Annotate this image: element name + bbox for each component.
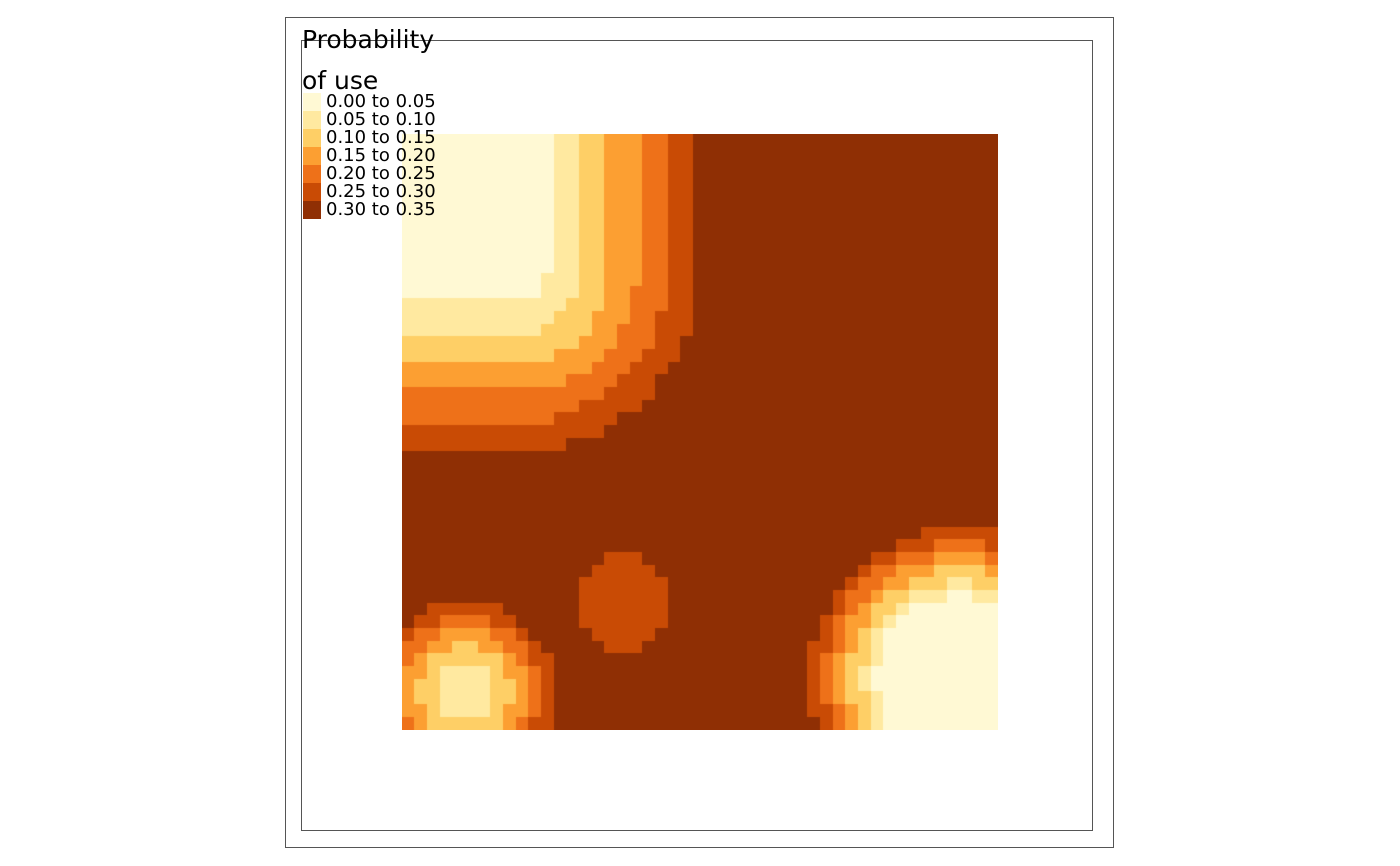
legend-swatch	[303, 111, 321, 129]
legend-title-line1: Probability	[302, 27, 434, 52]
legend-swatch	[303, 93, 321, 111]
legend-swatch	[303, 201, 321, 219]
legend-swatch	[303, 147, 321, 165]
legend-title-line2: of use	[302, 68, 378, 93]
legend-swatch	[303, 129, 321, 147]
legend-swatch	[303, 183, 321, 201]
legend-swatch	[303, 165, 321, 183]
probability-raster	[402, 134, 998, 730]
legend-label: 0.30 to 0.35	[326, 200, 436, 220]
